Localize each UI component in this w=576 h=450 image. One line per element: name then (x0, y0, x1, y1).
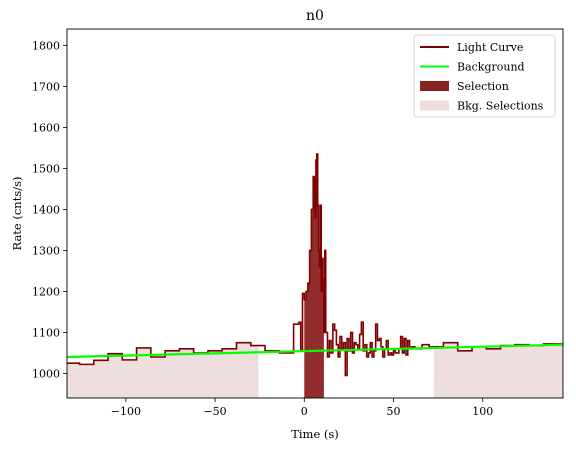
selection-region (304, 154, 324, 398)
x-axis-label: Time (s) (291, 427, 339, 441)
x-tick-label: 0 (301, 405, 308, 418)
y-tick-label: 1800 (32, 39, 60, 52)
chart-title: n0 (306, 8, 324, 24)
background-fit-line (67, 343, 563, 359)
y-tick-label: 1400 (32, 203, 60, 216)
x-tick-label: 50 (387, 405, 401, 418)
y-tick-label: 1300 (32, 244, 60, 257)
legend: Light Curve Background Selection Bkg. Se… (413, 34, 556, 118)
selection-region-layer (304, 154, 324, 398)
y-axis-label: Rate (cnts/s) (10, 177, 24, 251)
legend-label-selection: Selection (457, 80, 509, 93)
x-tick-label: −50 (203, 405, 226, 418)
y-tick-label: 1100 (32, 326, 60, 339)
y-tick-label: 1600 (32, 121, 60, 134)
y-tick-label: 1500 (32, 162, 60, 175)
legend-box (413, 34, 556, 118)
legend-swatch-selection (420, 81, 449, 91)
y-tick-label: 1200 (32, 285, 60, 298)
light-curve-line (67, 153, 563, 377)
background-selection-region (434, 342, 563, 398)
light-curve-layer (67, 153, 563, 377)
y-axis-ticks: 1000 1100 1200 1300 1400 1500 1600 1700 1800 (32, 39, 67, 380)
plot-frame (66, 28, 564, 399)
legend-label-bkg-selections: Bkg. Selections (457, 100, 544, 113)
x-tick-label: −100 (111, 405, 141, 418)
y-tick-label: 1700 (32, 80, 60, 93)
plot-area (67, 153, 563, 398)
x-axis-ticks: −100 −50 0 50 100 (111, 398, 493, 418)
legend-label-light-curve: Light Curve (457, 41, 523, 54)
background-fit-layer (67, 343, 563, 359)
y-tick-label: 1000 (32, 367, 60, 380)
legend-label-background: Background (457, 61, 525, 74)
legend-swatch-bkg-selections (420, 100, 449, 111)
x-tick-label: 100 (472, 405, 493, 418)
